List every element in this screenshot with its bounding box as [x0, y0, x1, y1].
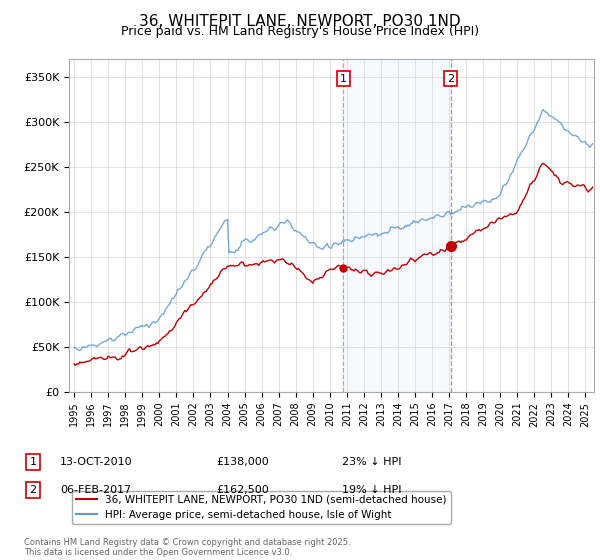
- Text: 13-OCT-2010: 13-OCT-2010: [60, 457, 133, 467]
- Text: Contains HM Land Registry data © Crown copyright and database right 2025.
This d: Contains HM Land Registry data © Crown c…: [24, 538, 350, 557]
- Text: 06-FEB-2017: 06-FEB-2017: [60, 485, 131, 495]
- Text: 1: 1: [340, 73, 347, 83]
- Bar: [343, 59, 451, 392]
- Text: £138,000: £138,000: [216, 457, 269, 467]
- Legend: 36, WHITEPIT LANE, NEWPORT, PO30 1ND (semi-detached house), HPI: Average price, : 36, WHITEPIT LANE, NEWPORT, PO30 1ND (se…: [71, 491, 451, 524]
- Text: 2: 2: [447, 73, 454, 83]
- Text: 19% ↓ HPI: 19% ↓ HPI: [342, 485, 401, 495]
- Text: 1: 1: [29, 457, 37, 467]
- Text: 23% ↓ HPI: 23% ↓ HPI: [342, 457, 401, 467]
- Text: Price paid vs. HM Land Registry's House Price Index (HPI): Price paid vs. HM Land Registry's House …: [121, 25, 479, 38]
- Text: £162,500: £162,500: [216, 485, 269, 495]
- Text: 36, WHITEPIT LANE, NEWPORT, PO30 1ND: 36, WHITEPIT LANE, NEWPORT, PO30 1ND: [139, 14, 461, 29]
- Text: 2: 2: [29, 485, 37, 495]
